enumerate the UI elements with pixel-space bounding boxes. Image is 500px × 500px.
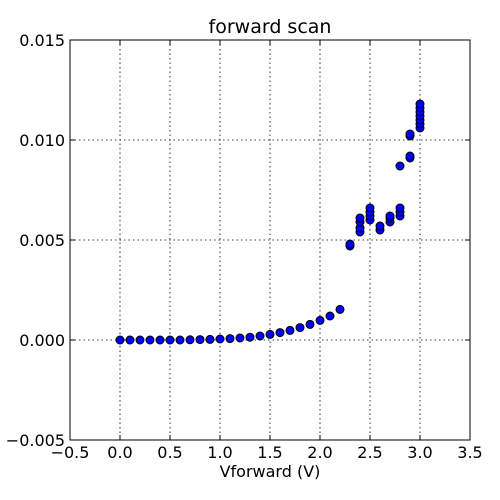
data-point (415, 99, 425, 109)
x-tick-labels: −0.5 0.0 0.5 1.0 1.5 2.0 2.5 3.0 3.5 (51, 443, 483, 462)
data-point (255, 331, 265, 341)
data-point (185, 335, 195, 345)
x-tick-label: 3.5 (457, 443, 482, 462)
data-point (305, 319, 315, 329)
data-point (205, 334, 215, 344)
y-tick-label: −0.005 (6, 431, 65, 450)
data-point (365, 203, 375, 213)
data-point (275, 328, 285, 338)
data-point (195, 335, 205, 345)
x-tick-label: 2.5 (357, 443, 382, 462)
x-tick-label: −0.5 (51, 443, 90, 462)
data-point (405, 151, 415, 161)
data-point (315, 315, 325, 325)
data-point (245, 332, 255, 342)
data-point (285, 325, 295, 335)
chart-title: forward scan (209, 16, 332, 38)
data-point (175, 335, 185, 345)
data-point (225, 334, 235, 344)
data-point (265, 329, 275, 339)
y-tick-label: 0.005 (19, 231, 65, 250)
x-tick-label: 0.0 (107, 443, 132, 462)
data-point (135, 335, 145, 345)
data-point (215, 334, 225, 344)
data-point (145, 335, 155, 345)
axis-ticks (69, 39, 471, 441)
y-tick-label: 0.015 (19, 31, 65, 50)
y-tick-label: 0.010 (19, 131, 65, 150)
data-point (235, 333, 245, 343)
data-point (125, 335, 135, 345)
data-point (155, 335, 165, 345)
x-tick-label: 2.0 (307, 443, 332, 462)
data-point (335, 304, 345, 314)
data-point (345, 239, 355, 249)
y-tick-label: 0.000 (19, 331, 65, 350)
data-point (405, 129, 415, 139)
data-point (375, 221, 385, 231)
data-point (395, 161, 405, 171)
x-tick-label: 3.0 (407, 443, 432, 462)
data-points (115, 99, 425, 345)
data-point (355, 213, 365, 223)
data-point (295, 323, 305, 333)
data-point (115, 335, 125, 345)
data-point (395, 203, 405, 213)
x-tick-label: 0.5 (157, 443, 182, 462)
x-tick-label: 1.0 (207, 443, 232, 462)
data-point (165, 335, 175, 345)
x-tick-label: 1.5 (257, 443, 282, 462)
x-axis-label: Vforward (V) (220, 462, 321, 481)
grid-lines (70, 40, 470, 440)
data-point (385, 211, 395, 221)
data-point (325, 311, 335, 321)
y-tick-labels: −0.005 0.000 0.005 0.010 0.015 (6, 31, 65, 450)
